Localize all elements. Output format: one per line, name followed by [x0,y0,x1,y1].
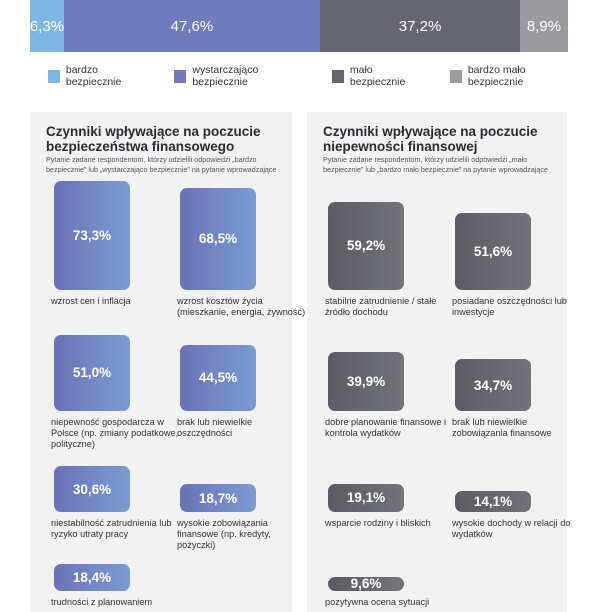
factor-bar: 44,5% [180,344,256,411]
factor-label: wysokie dochody w relacji do wydatków [452,518,571,539]
factor-label: trudności z planowaniem [51,597,153,607]
factor-bar: 51,0% [54,335,130,411]
legend: bardzo bezpiecznie wystarczająco bezpiecz… [48,64,600,88]
factor-label: niepewność gospodarcza w Polsce (np. zmi… [51,417,179,449]
legend-item: bardzo bezpiecznie [48,64,148,88]
legend-label: wystarczająco bezpiecznie [192,64,259,88]
factor-bar: 14,1% [455,490,531,512]
factor-label: wsparcie rodziny i bliskich [325,518,431,528]
legend-label: mało bezpiecznie [349,64,406,88]
factor-bar: 68,5% [180,187,256,290]
legend-swatch [449,69,462,83]
panel-title: Czynniki wpływające na poczucie niepewno… [323,124,538,154]
factor-label: posiadane oszczędności lub inwestycje [452,296,567,317]
factor-label: pozytywna ocena sytuacji [325,597,430,607]
panel-subtitle: Pytanie zadane respondentom, którzy udzi… [323,155,548,174]
factor-label: wzrost cen i inflacja [51,296,131,306]
factor-bar: 39,9% [328,351,404,411]
factor-label: stabilne zatrudnienie / stałe źródło doc… [325,296,437,317]
legend-item: bardzo mało bezpiecznie [449,64,574,88]
factor-label: wzrost kosztów życia (mieszkanie, energi… [177,296,306,317]
factor-label: brak lub niewielkie zobowiązania finanso… [452,417,552,438]
factor-bar: 9,6% [328,576,404,591]
factor-bar: 59,2% [328,201,404,290]
factor-label: wysokie zobowiązania finansowe (np. kred… [177,518,271,550]
bar-segment: 6,3% [30,0,64,52]
bar-segment: 37,2% [319,0,521,52]
factor-bar: 30,6% [54,466,130,512]
factor-label: dobre planowanie finansowe i kontrola wy… [325,417,447,438]
panel-subtitle: Pytanie zadane respondentom, którzy udzi… [46,155,277,174]
factor-bar: 18,4% [54,563,130,591]
legend-swatch [174,69,187,83]
legend-swatch [332,69,344,83]
factor-bar: 34,7% [455,359,531,411]
panel-insecurity-factors: Czynniki wpływające na poczucie niepewno… [307,112,570,612]
panel-security-factors: Czynniki wpływające na poczucie bezpiecz… [30,112,305,612]
legend-label: bardzo mało bezpiecznie [467,64,526,88]
legend-label: bardzo bezpiecznie [65,64,122,88]
legend-item: wystarczająco bezpiecznie [174,64,306,88]
factor-bar: 18,7% [180,484,256,512]
factor-bar: 19,1% [328,483,404,512]
factor-label: brak lub niewielkie oszczędności [177,417,253,438]
factor-bar: 51,6% [455,213,531,290]
legend-item: mało bezpiecznie [332,64,424,88]
panel-title: Czynniki wpływające na poczucie bezpiecz… [46,124,261,154]
factor-bar: 73,3% [54,180,130,290]
bar-segment: 47,6% [63,0,320,52]
bar-segment: 8,9% [520,0,568,52]
stacked-bar: 6,3% 47,6% 37,2% 8,9% [30,0,568,52]
legend-swatch [48,69,60,83]
factor-label: niestabilność zatrudnienia lub ryzyko ut… [51,518,172,539]
